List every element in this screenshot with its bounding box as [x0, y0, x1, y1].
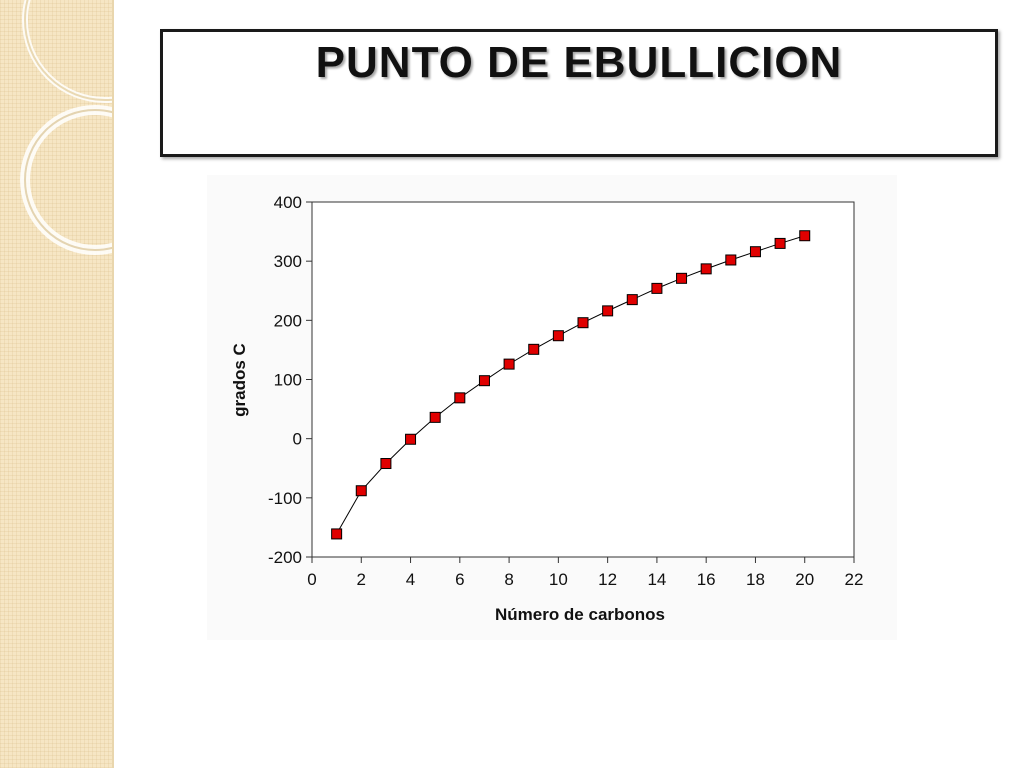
- title-box: PUNTO DE EBULLICION: [160, 29, 998, 157]
- decorative-side-band: [0, 0, 114, 768]
- data-point: [651, 282, 663, 294]
- data-point: [405, 433, 417, 445]
- y-tick-label: 200: [274, 311, 302, 330]
- x-axis-label: Número de carbonos: [495, 605, 665, 624]
- x-tick-label: 4: [406, 570, 415, 589]
- data-point: [700, 263, 712, 275]
- x-tick-label: 6: [455, 570, 464, 589]
- data-point: [478, 375, 490, 387]
- data-point: [552, 330, 564, 342]
- data-point: [355, 485, 367, 497]
- x-tick-label: 0: [307, 570, 316, 589]
- y-axis-label: grados C: [230, 343, 249, 417]
- data-point: [799, 230, 811, 242]
- y-tick-label: -200: [268, 548, 302, 567]
- data-point: [626, 294, 638, 306]
- x-tick-label: 22: [845, 570, 864, 589]
- boiling-point-chart: 0 2 4 6 8 10 12 14 16 18 20 22 -200 -100 0 100 200 300 40…: [230, 193, 863, 624]
- data-point: [380, 458, 392, 470]
- y-tick-label: 300: [274, 252, 302, 271]
- data-point: [331, 528, 343, 540]
- x-tick-label: 10: [549, 570, 568, 589]
- x-ticks: 0 2 4 6 8 10 12 14 16 18 20 22: [307, 557, 863, 589]
- decorative-rings: [20, 0, 112, 255]
- plot-area: [311, 201, 855, 558]
- x-tick-label: 18: [746, 570, 765, 589]
- slide-title: PUNTO DE EBULLICION: [315, 38, 843, 87]
- x-tick-label: 8: [504, 570, 513, 589]
- data-point: [528, 343, 540, 355]
- x-tick-label: 16: [697, 570, 716, 589]
- data-point: [774, 237, 786, 249]
- chart-container: 0 2 4 6 8 10 12 14 16 18 20 22 -200 -100 0 100 200 300 40…: [207, 175, 897, 640]
- data-point: [725, 254, 737, 266]
- data-point: [429, 411, 441, 423]
- x-tick-label: 20: [795, 570, 814, 589]
- x-tick-label: 12: [598, 570, 617, 589]
- y-ticks: -200 -100 0 100 200 300 400: [268, 193, 312, 567]
- y-tick-label: 400: [274, 193, 302, 212]
- series-layer: [331, 230, 811, 540]
- y-tick-label: 100: [274, 371, 302, 390]
- data-point: [602, 305, 614, 317]
- x-tick-label: 2: [357, 570, 366, 589]
- data-point: [577, 317, 589, 329]
- data-point: [503, 358, 515, 370]
- data-point: [676, 272, 688, 284]
- x-tick-label: 14: [647, 570, 666, 589]
- data-point: [749, 246, 761, 258]
- y-tick-label: -100: [268, 489, 302, 508]
- y-tick-label: 0: [293, 430, 302, 449]
- data-point: [454, 392, 466, 404]
